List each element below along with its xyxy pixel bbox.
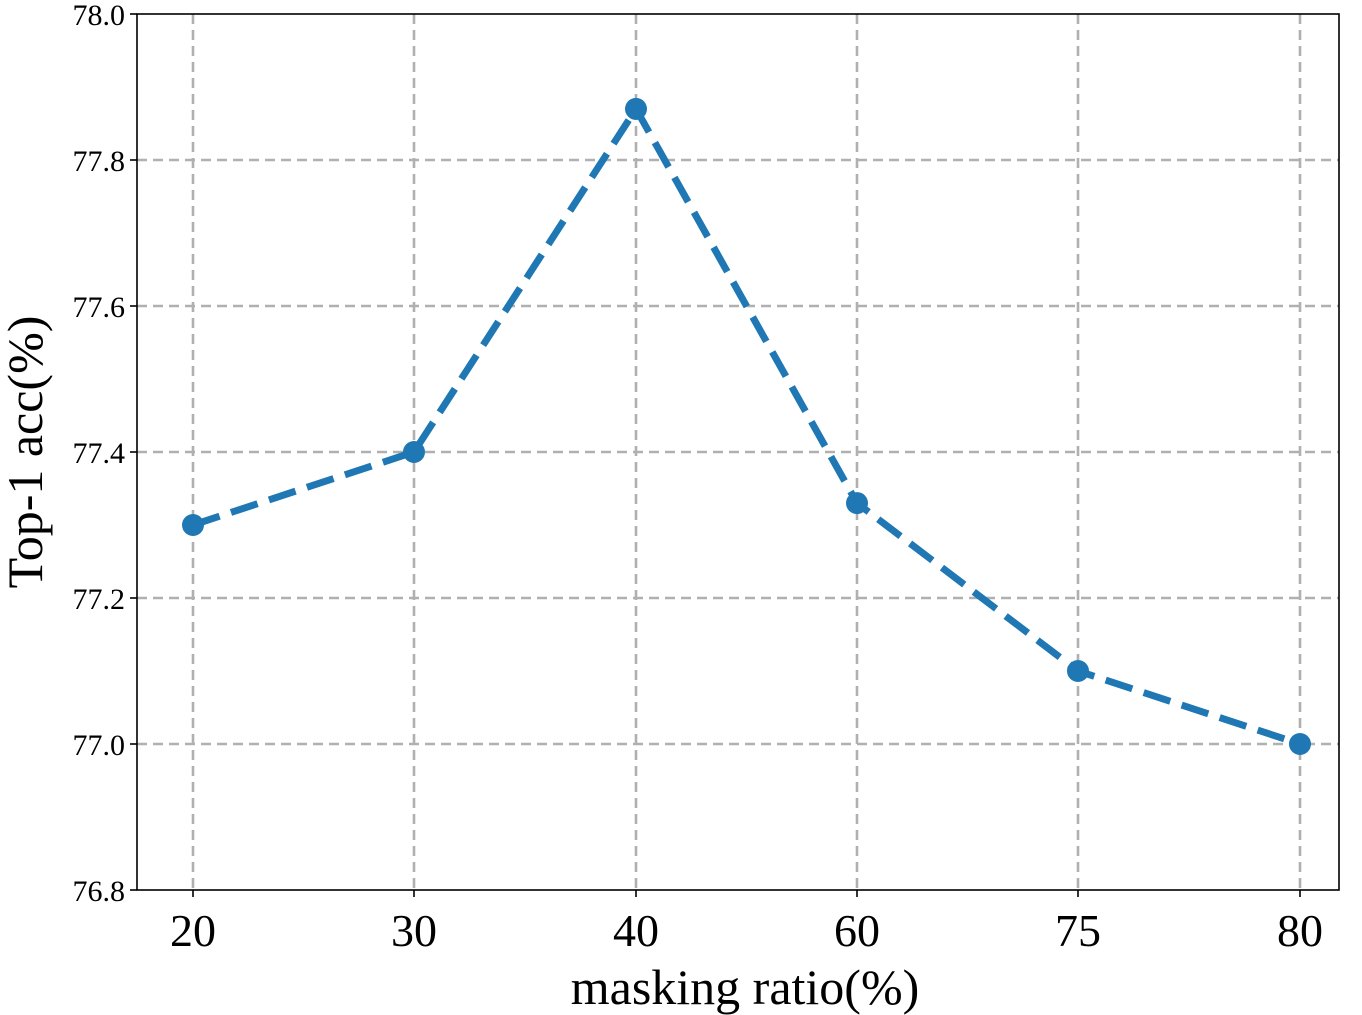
series-layer <box>182 97 1311 755</box>
y-axis-title: Top-1 acc(%) <box>0 316 53 589</box>
x-axis-title: masking ratio(%) <box>571 959 920 1015</box>
grid <box>137 14 1339 890</box>
data-point-30 <box>403 441 425 463</box>
x-tick-label: 40 <box>613 905 659 956</box>
axis-ticks: 20 30 40 60 75 80 76.8 77.0 77.2 77.4 77.6 77.8 78.0 <box>73 0 1324 956</box>
data-point-80 <box>1289 733 1311 755</box>
x-tick-label: 20 <box>170 905 216 956</box>
x-tick-label: 80 <box>1277 905 1323 956</box>
y-tick-label: 77.2 <box>73 583 126 616</box>
y-tick-label: 77.8 <box>73 145 126 178</box>
series-line <box>191 105 1302 748</box>
y-tick-label: 77.6 <box>73 291 126 324</box>
y-tick-label: 76.8 <box>73 875 126 908</box>
x-tick-label: 75 <box>1055 905 1101 956</box>
data-point-40 <box>625 97 647 120</box>
x-tick-label: 30 <box>391 905 437 956</box>
y-tick-label: 77.0 <box>73 729 126 762</box>
y-tick-label: 77.4 <box>73 437 126 470</box>
y-tick-label: 78.0 <box>73 0 126 32</box>
x-tick-label: 60 <box>834 905 880 956</box>
data-point-20 <box>182 514 204 536</box>
data-point-60 <box>846 492 868 515</box>
data-point-75 <box>1067 660 1089 682</box>
